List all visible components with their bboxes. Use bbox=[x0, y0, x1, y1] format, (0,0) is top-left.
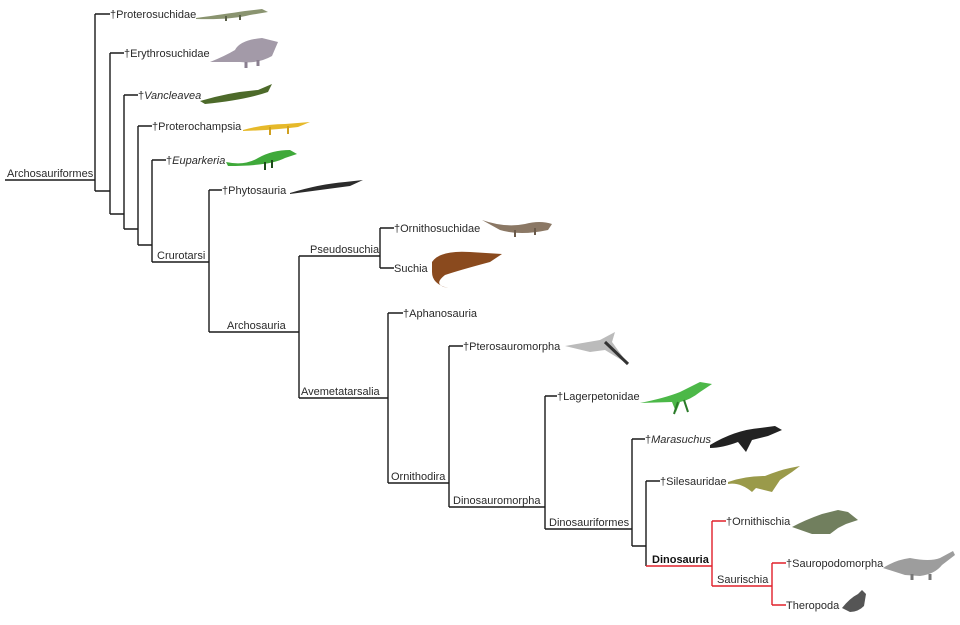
clade-label-pseudosuchia: Pseudosuchia bbox=[310, 244, 380, 256]
dinosauria-branches bbox=[646, 520, 786, 606]
taxon-vancleavea: †Vancleavea bbox=[138, 90, 201, 102]
clade-label-crurotarsi: Crurotarsi bbox=[157, 250, 205, 262]
vancleavea-illustration bbox=[200, 84, 272, 104]
pterosauromorpha-illustration bbox=[565, 332, 630, 366]
taxon-phytosauria: †Phytosauria bbox=[222, 185, 287, 197]
clade-label-saurischia: Saurischia bbox=[717, 574, 769, 586]
taxon-theropoda: Theropoda bbox=[786, 600, 840, 612]
taxon-proterosuchidae: †Proterosuchidae bbox=[110, 9, 196, 21]
ornithosuchidae-illustration bbox=[482, 220, 552, 237]
lagerpetonidae-illustration bbox=[640, 382, 712, 415]
clade-label-ornithodira: Ornithodira bbox=[391, 471, 446, 483]
sauropodomorpha-illustration bbox=[883, 551, 955, 580]
taxon-pterosauromorpha: †Pterosauromorpha bbox=[463, 341, 561, 353]
clade-label-dinosauromorpha: Dinosauromorpha bbox=[453, 495, 541, 507]
suchia-illustration bbox=[432, 251, 502, 288]
taxon-erythrosuchidae: †Erythrosuchidae bbox=[124, 48, 210, 60]
clade-label-avemetatarsalia: Avemetatarsalia bbox=[301, 386, 381, 398]
clade-label-archosauria: Archosauria bbox=[227, 320, 287, 332]
taxon-proterochampsia: †Proterochampsia bbox=[152, 121, 242, 133]
marasuchus-illustration bbox=[710, 426, 782, 452]
silesauridae-illustration bbox=[728, 466, 800, 492]
clade-label-archosauriformes: Archosauriformes bbox=[7, 168, 94, 180]
taxon-silesauridae: †Silesauridae bbox=[660, 476, 727, 488]
erythrosuchidae-illustration bbox=[210, 38, 278, 68]
taxon-lagerpetonidae: †Lagerpetonidae bbox=[557, 391, 640, 403]
branches bbox=[5, 13, 660, 566]
taxon-ornithischia: †Ornithischia bbox=[726, 516, 791, 528]
theropoda-illustration bbox=[842, 590, 866, 612]
clade-label-dinosauriformes: Dinosauriformes bbox=[549, 517, 630, 529]
phytosauria-illustration bbox=[290, 180, 363, 194]
ornithischia-illustration bbox=[792, 510, 858, 534]
taxon-aphanosauria: †Aphanosauria bbox=[403, 308, 478, 320]
proterochampsia-illustration bbox=[243, 122, 310, 135]
taxon-suchia: Suchia bbox=[394, 263, 429, 275]
taxon-marasuchus: †Marasuchus bbox=[645, 434, 712, 446]
clade-label-dinosauria: Dinosauria bbox=[652, 554, 710, 566]
taxon-sauropodomorpha: †Sauropodomorpha bbox=[786, 558, 884, 570]
euparkeria-illustration bbox=[226, 150, 297, 170]
taxon-euparkeria: †Euparkeria bbox=[166, 155, 225, 167]
taxon-ornithosuchidae: †Ornithosuchidae bbox=[394, 223, 480, 235]
proterosuchidae-illustration bbox=[196, 9, 268, 21]
